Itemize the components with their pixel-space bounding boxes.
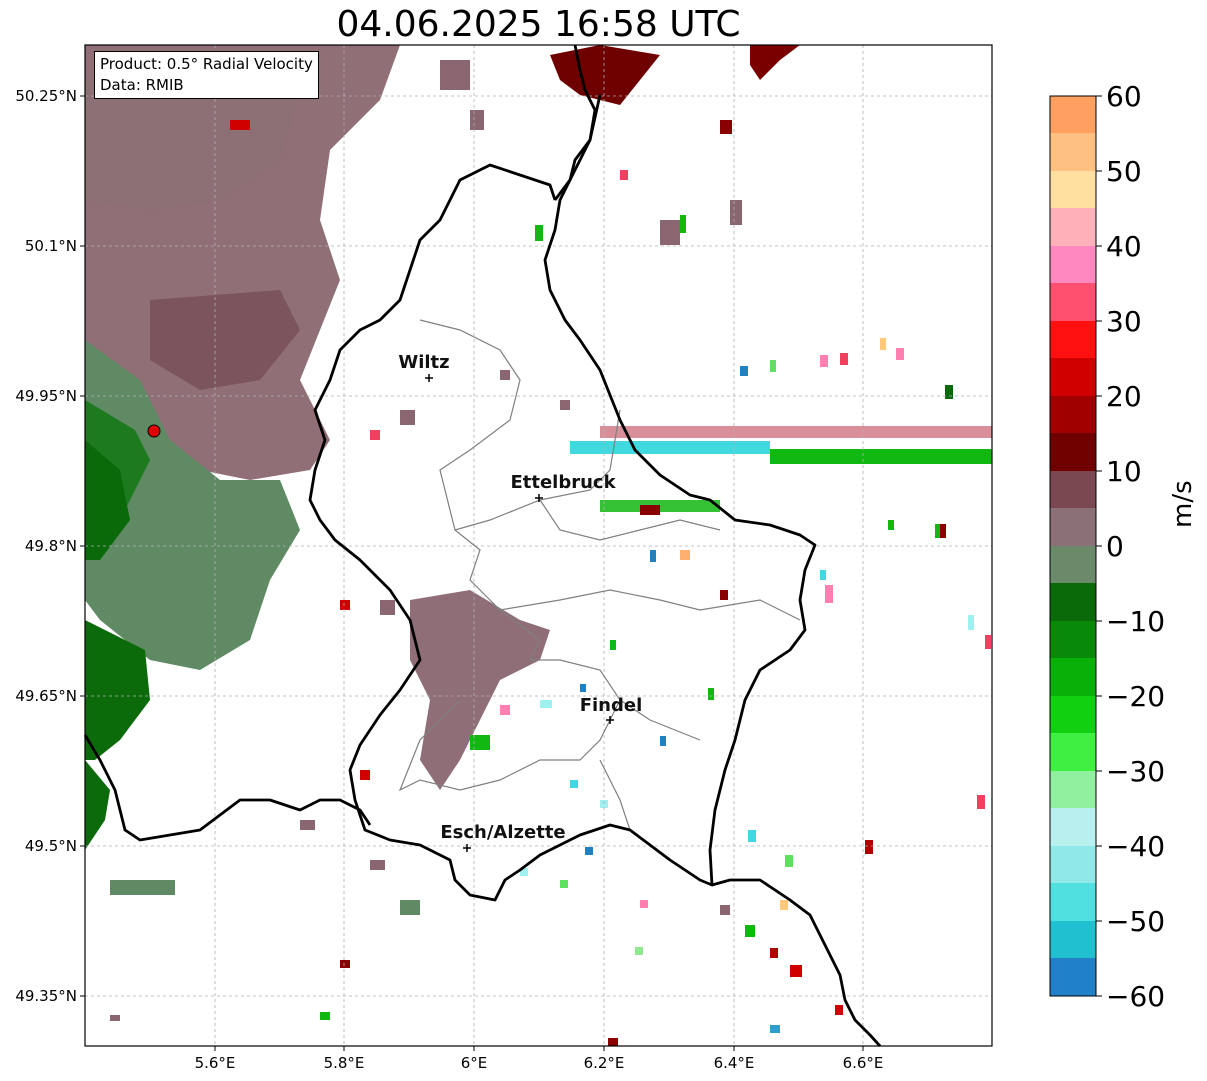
city-label: Wiltz [398, 352, 449, 373]
city-ettelbruck: Ettelbruck [510, 472, 617, 502]
colorbar-tick-label: −60 [1106, 980, 1165, 1013]
colorbar-tick-label: 60 [1106, 80, 1142, 113]
city-markers: Wiltz Ettelbruck Findel Esch/Alzette [398, 352, 642, 852]
tick-marks [80, 95, 864, 1051]
radar-site-marker [147, 424, 161, 438]
colorbar-tick-label: −50 [1106, 905, 1165, 938]
y-tick-label: 49.65°N [15, 687, 77, 705]
y-tick-label: 50.25°N [15, 87, 77, 105]
data-source-label: Data: RMIB [100, 76, 184, 94]
product-label: Product: 0.5° Radial Velocity [100, 55, 313, 73]
x-tick-label: 6.4°E [714, 1054, 755, 1072]
colorbar-tick-label: 50 [1106, 155, 1142, 188]
country-border-north [553, 44, 597, 201]
velocity-band-cyan [570, 426, 992, 512]
colorbar-tick-label: −30 [1106, 755, 1165, 788]
y-tick-label: 49.35°N [15, 987, 77, 1005]
colorbar-tick-label: 10 [1106, 455, 1142, 488]
x-tick-label: 5.8°E [324, 1054, 365, 1072]
x-tick-label: 5.6°E [195, 1054, 236, 1072]
country-border-east [711, 878, 882, 1047]
city-label: Esch/Alzette [440, 822, 565, 843]
y-tick-label: 49.95°N [15, 387, 77, 405]
radar-speckle [110, 60, 991, 1046]
luxembourg-border [308, 94, 817, 902]
colorbar-tick-label: 30 [1106, 305, 1142, 338]
colorbar-tick-label: 20 [1106, 380, 1142, 413]
canton-borders [398, 319, 801, 831]
colorbar-unit-label: m/s [1168, 480, 1198, 528]
city-wiltz: Wiltz [398, 352, 450, 382]
map-title: 04.06.2025 16:58 UTC [336, 4, 741, 45]
radar-echoes [85, 45, 992, 1046]
colorbar-tick-label: −40 [1106, 830, 1165, 863]
x-tick-label: 6.6°E [843, 1054, 884, 1072]
y-tick-label: 50.1°N [25, 237, 77, 255]
y-tick-label: 49.5°N [25, 837, 77, 855]
y-tick-label: 49.8°N [25, 537, 77, 555]
city-label: Ettelbruck [510, 472, 616, 493]
city-label: Findel [580, 695, 643, 716]
colorbar-tick-label: 40 [1106, 230, 1142, 263]
colorbar-tick-label: 0 [1106, 530, 1124, 563]
city-findel: Findel [580, 695, 643, 724]
city-esch-alzette: Esch/Alzette [440, 822, 566, 852]
country-border-west [83, 734, 372, 842]
colorbar-tick-label: −10 [1106, 605, 1165, 638]
colorbar: 60 50 40 30 20 10 0 −10 −20 −30 −40 −50 … [1049, 80, 1165, 1013]
x-tick-label: 6.2°E [584, 1054, 625, 1072]
colorbar-tick-label: −20 [1106, 680, 1165, 713]
product-info-box: Product: 0.5° Radial Velocity Data: RMIB [94, 51, 319, 99]
x-tick-label: 6°E [461, 1054, 488, 1072]
